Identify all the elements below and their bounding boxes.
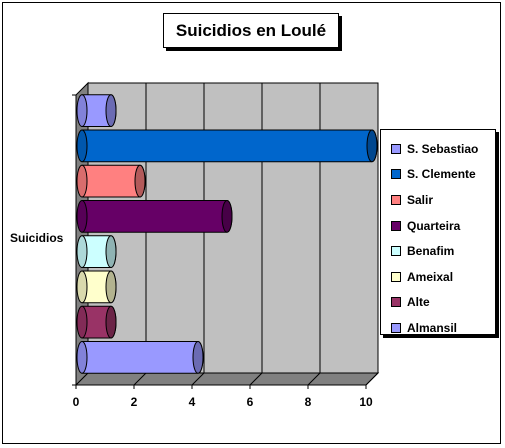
legend-item: Ameixal bbox=[381, 264, 495, 290]
legend-swatch bbox=[391, 143, 401, 154]
bar-base-cap bbox=[76, 235, 88, 268]
legend-swatch bbox=[391, 169, 401, 180]
legend-item: Salir bbox=[381, 187, 495, 213]
legend-swatch bbox=[391, 194, 401, 205]
bar-base-cap bbox=[76, 270, 88, 304]
gridline-floor bbox=[249, 372, 263, 386]
bar-end-cap bbox=[221, 200, 233, 233]
legend-label: Quarteira bbox=[407, 218, 461, 233]
bar-almansil bbox=[81, 341, 204, 374]
bar-end-cap bbox=[134, 164, 146, 198]
legend-label: Benafim bbox=[407, 244, 455, 259]
bar-end-cap bbox=[192, 341, 204, 374]
chart-title: Suicidios en Loulé bbox=[175, 20, 327, 40]
bar-quarteira bbox=[81, 200, 233, 233]
legend-label: Salir bbox=[407, 192, 434, 207]
legend-label: Alte bbox=[407, 295, 430, 310]
legend-item: Benafim bbox=[381, 238, 495, 264]
bar-base-cap bbox=[76, 305, 88, 339]
legend-label: Almansil bbox=[407, 320, 458, 335]
legend-item: S. Clemente bbox=[381, 162, 495, 188]
legend-label: S. Clemente bbox=[407, 167, 476, 182]
x-tick-label: 8 bbox=[305, 395, 312, 409]
x-tick-label: 4 bbox=[189, 395, 196, 409]
legend-item: Almansil bbox=[381, 315, 495, 341]
bar-base-cap bbox=[76, 164, 88, 198]
x-tick-label: 0 bbox=[73, 395, 80, 409]
bar-s-clemente bbox=[81, 129, 378, 163]
legend-item: Alte bbox=[381, 290, 495, 316]
legend-swatch bbox=[391, 322, 401, 333]
bar-end-cap bbox=[105, 235, 117, 268]
bar-end-cap bbox=[105, 305, 117, 339]
bar-end-cap bbox=[105, 94, 117, 127]
legend-item: Quarteira bbox=[381, 213, 495, 239]
legend-swatch bbox=[391, 220, 401, 231]
legend-swatch bbox=[391, 271, 401, 282]
gridline-floor bbox=[365, 372, 379, 386]
legend-label: Ameixal bbox=[407, 269, 454, 284]
bar-base-cap bbox=[76, 200, 88, 233]
x-tick-label: 6 bbox=[247, 395, 254, 409]
gridline-floor bbox=[307, 372, 321, 386]
x-tick-label: 10 bbox=[359, 395, 373, 409]
bar-end-cap bbox=[105, 270, 117, 304]
side-wall bbox=[75, 81, 89, 387]
bar-base-cap bbox=[76, 94, 88, 127]
legend-label: S. Sebastiao bbox=[407, 141, 479, 156]
bar-base-cap bbox=[76, 341, 88, 374]
gridline-floor bbox=[133, 372, 147, 386]
bar-end-cap bbox=[366, 129, 378, 163]
floor bbox=[74, 372, 380, 386]
gridline-floor bbox=[191, 372, 205, 386]
legend-item: S. Sebastiao bbox=[381, 136, 495, 162]
legend-swatch bbox=[391, 297, 401, 308]
legend: S. Sebastiao S. Clemente Salir Quarteira Ben… bbox=[380, 129, 496, 335]
legend-swatch bbox=[391, 246, 401, 257]
x-tick-label: 2 bbox=[131, 395, 138, 409]
bar-base-cap bbox=[76, 129, 88, 163]
chart-title-box: Suicidios en Loulé bbox=[163, 13, 339, 48]
category-axis-label: Suicidios bbox=[10, 231, 64, 245]
